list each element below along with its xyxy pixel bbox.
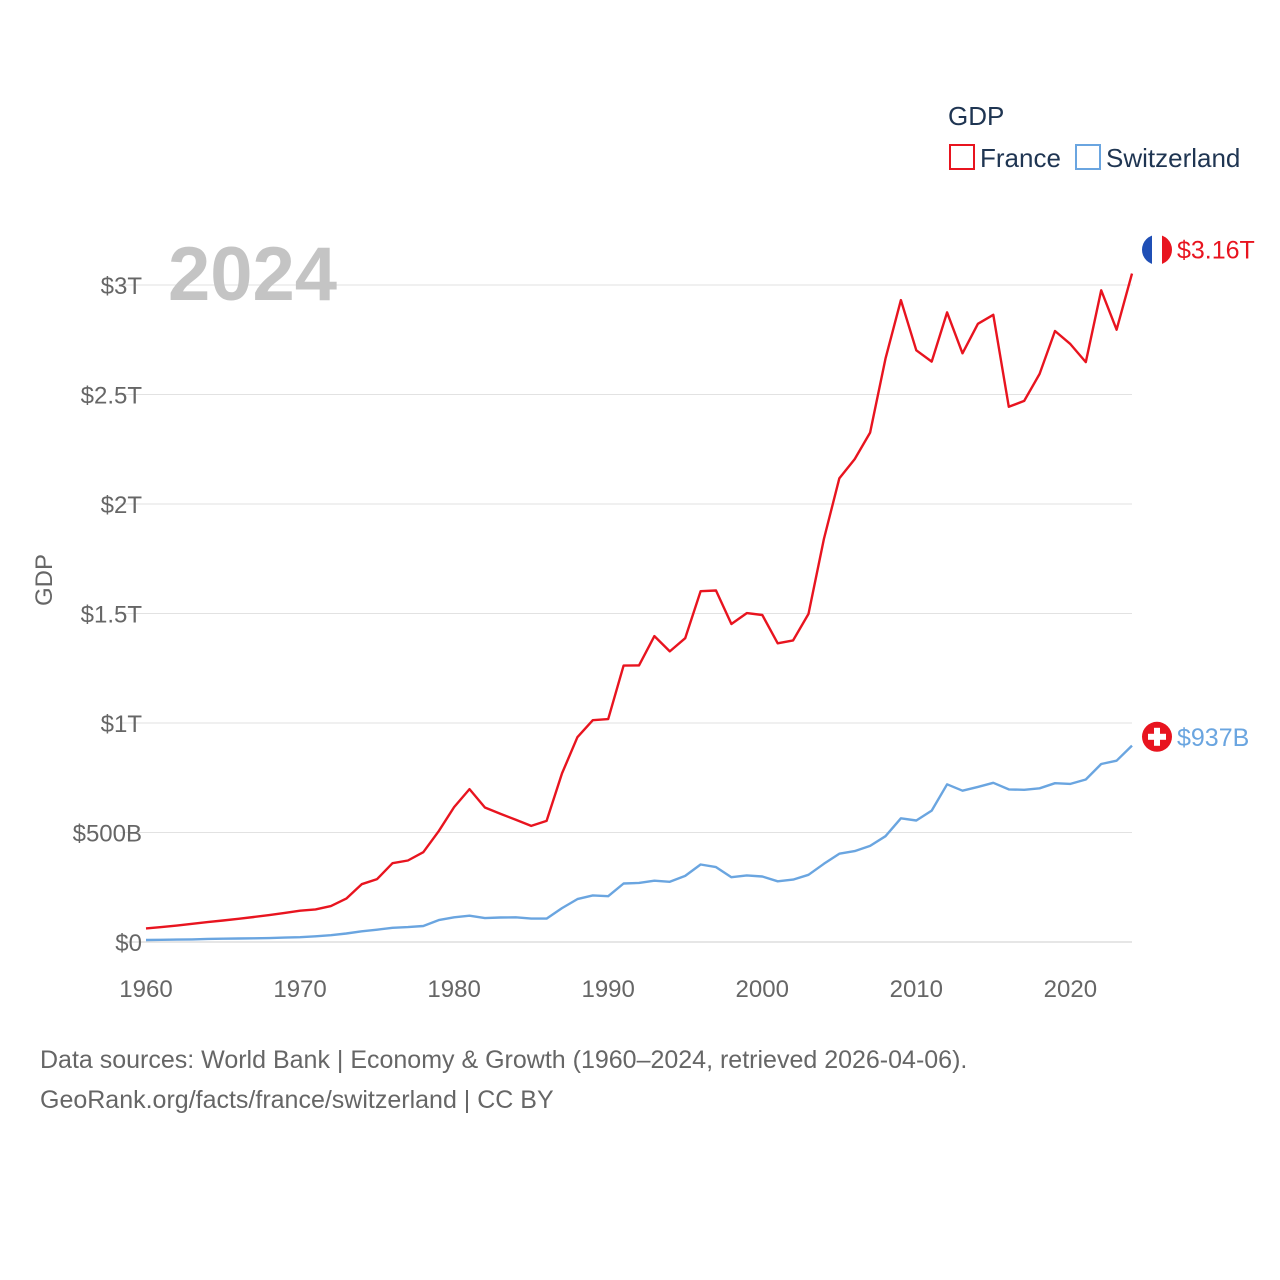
switzerland-flag-icon xyxy=(1142,721,1172,752)
source-line-1: Data sources: World Bank | Economy & Gro… xyxy=(40,1046,968,1074)
legend-title: GDP xyxy=(948,101,1004,131)
x-tick-label: 2020 xyxy=(1044,976,1097,1003)
legend-label-france: France xyxy=(980,143,1061,173)
end-value-label-switzerland: $937B xyxy=(1177,724,1249,752)
x-tick-label: 1990 xyxy=(581,976,634,1003)
year-label: 2024 xyxy=(168,232,337,317)
x-tick-label: 2010 xyxy=(890,976,943,1003)
legend-swatch-switzerland xyxy=(1075,144,1101,170)
series-line-switzerland xyxy=(145,744,1133,942)
series-line-france xyxy=(145,273,1134,930)
y-tick-label: $0 xyxy=(115,930,142,957)
x-tick-label: 1970 xyxy=(273,976,326,1003)
source-note: Data sources: World Bank | Economy & Gro… xyxy=(40,1040,1240,1120)
y-tick-label: $500B xyxy=(73,821,142,848)
flag-stripe-white xyxy=(1152,234,1162,265)
y-axis: $0 $500B $1T $1.5T $2T $2.5T $3T xyxy=(73,273,143,957)
france-flag-icon xyxy=(1142,234,1172,265)
source-line-2: GeoRank.org/facts/france/switzerland | C… xyxy=(40,1086,554,1114)
legend: GDP France Switzerland xyxy=(948,101,1240,173)
y-tick-label: $3T xyxy=(101,273,143,300)
y-tick-label: $1.5T xyxy=(81,602,143,629)
x-tick-label: 1980 xyxy=(427,976,480,1003)
legend-swatch-france xyxy=(949,144,975,170)
y-tick-label: $2.5T xyxy=(81,383,143,410)
end-markers: $3.16T $937B xyxy=(1142,234,1255,752)
flag-cross-h xyxy=(1148,733,1166,740)
y-tick-label: $1T xyxy=(101,711,143,738)
flag-stripe-red xyxy=(1162,234,1172,265)
y-tick-label: $2T xyxy=(101,492,143,519)
series-layer xyxy=(145,273,1134,942)
flag-stripes xyxy=(1142,234,1172,265)
x-tick-label: 2000 xyxy=(736,976,789,1003)
flag-stripe-blue xyxy=(1142,234,1152,265)
x-axis: 1960 1970 1980 1990 2000 2010 2020 xyxy=(119,976,1097,1003)
end-value-label-france: $3.16T xyxy=(1177,237,1255,265)
gridlines xyxy=(120,284,1132,943)
x-tick-label: 1960 xyxy=(119,976,172,1003)
y-axis-title: GDP xyxy=(31,554,58,606)
legend-label-switzerland: Switzerland xyxy=(1106,143,1240,173)
